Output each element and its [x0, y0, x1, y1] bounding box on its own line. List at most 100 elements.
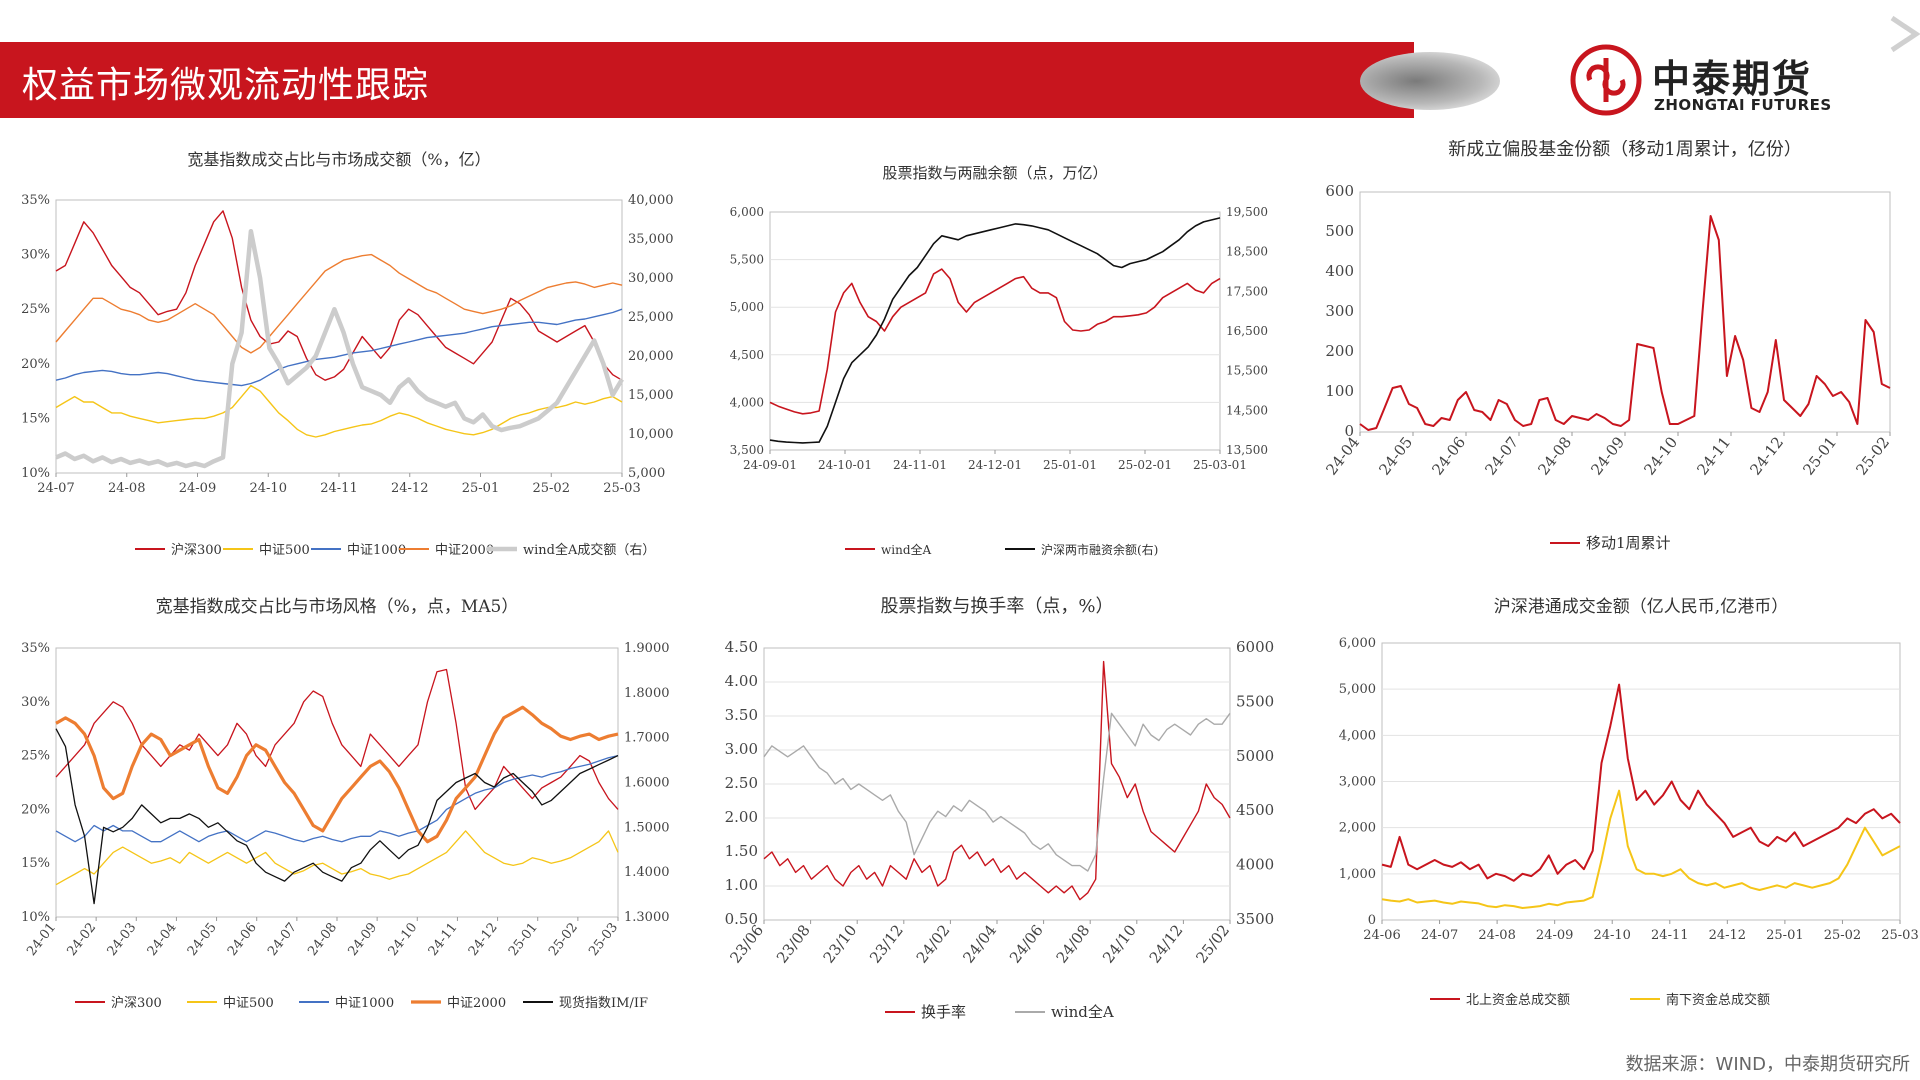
banner-shadow [1360, 52, 1500, 110]
x-tick-label: 24-01 [24, 920, 59, 959]
x-tick-label: 25-01 [1766, 928, 1803, 943]
y-left-tick-label: 15% [21, 411, 50, 426]
x-tick-label: 24-12 [1709, 928, 1746, 943]
y-right-tick-label: 10,000 [628, 427, 674, 442]
y-right-tick-label: 25,000 [628, 310, 674, 325]
data-source-note: 数据来源：WIND，中泰期货研究所 [1625, 1054, 1910, 1075]
y-left-tick-label: 500 [1325, 222, 1354, 240]
x-tick-label: 24-08 [305, 920, 340, 959]
series-line-2 [55, 830, 619, 886]
x-tick-label: 24-07 [265, 920, 300, 959]
plot-frame [55, 199, 623, 474]
zhongtai-logo-icon [1570, 44, 1642, 116]
y-left-tick-label: 1.00 [725, 876, 758, 894]
y-right-tick-label: 1.7000 [624, 731, 670, 746]
y-left-tick-label: 0 [1368, 913, 1376, 928]
series-line-1 [769, 268, 1221, 415]
y-left-tick-label: 6,000 [1339, 636, 1376, 651]
y-left-tick-label: 2,000 [1339, 821, 1376, 836]
legend-label: 南下资金总成交额 [1666, 992, 1770, 1008]
chart-title: 宽基指数成交占比与市场风格（%，点，MA5） [156, 597, 519, 617]
legend-label: 中证500 [259, 543, 310, 558]
page-title: 权益市场微观流动性跟踪 [22, 65, 430, 106]
x-tick-label: 25-02 [546, 920, 581, 959]
x-tick-label: 24/02 [913, 921, 954, 966]
x-tick-label: 24-06 [1428, 433, 1469, 478]
x-tick-label: 25-02-01 [1118, 458, 1172, 472]
legend-label: 中证2000 [435, 543, 494, 558]
x-tick-label: 25-01-01 [1043, 458, 1097, 472]
y-left-tick-label: 4,500 [730, 348, 764, 362]
series-line-5 [55, 228, 624, 469]
y-right-tick-label: 1.4000 [624, 865, 670, 880]
y-left-tick-label: 200 [1325, 342, 1354, 360]
x-tick-label: 24-10 [1593, 928, 1630, 943]
chart-title: 新成立偏股基金份额（移动1周累计，亿份） [1448, 140, 1801, 160]
chart-svg: 股票指数与两融余额（点，万亿） 3,500 4,000 4,500 5,000 5,500… [730, 164, 1268, 557]
y-left-tick-label: 35% [21, 641, 50, 656]
series-line-4 [55, 253, 623, 354]
corner-decoration-icon [1890, 15, 1920, 53]
y-right-tick-label: 40,000 [628, 193, 674, 208]
x-tick-label: 23/10 [820, 921, 861, 966]
x-tick-label: 25-02 [1824, 928, 1861, 943]
y-right-tick-label: 20,000 [628, 349, 674, 364]
x-tick-label: 24-07 [37, 481, 74, 496]
chart-svg: 宽基指数成交占比与市场成交额（%，亿） 10% 15% 20% 25% 30% 35% 5,0… [21, 150, 674, 558]
y-left-tick-label: 5,000 [1339, 682, 1376, 697]
y-right-tick-label: 19,500 [1226, 205, 1268, 219]
y-right-tick-label: 13,500 [1226, 443, 1268, 457]
plot-frame [769, 211, 1221, 451]
y-left-tick-label: 25% [21, 302, 50, 317]
legend-label: wind全A [881, 542, 932, 557]
x-tick-label: 24/08 [1053, 921, 1094, 966]
header-banner [0, 42, 1414, 118]
y-left-tick-label: 15% [21, 856, 50, 871]
x-tick-label: 25-02 [1852, 433, 1893, 478]
x-tick-label: 24-11 [320, 481, 357, 496]
x-tick-label: 24-06 [1363, 928, 1400, 943]
y-left-tick-label: 30% [21, 695, 50, 710]
y-left-tick-label: 2.00 [725, 808, 758, 826]
y-left-tick-label: 6,000 [730, 205, 764, 219]
y-left-tick-label: 4.50 [725, 638, 758, 656]
chart-title: 宽基指数成交占比与市场成交额（%，亿） [187, 150, 490, 169]
y-left-tick-label: 0.50 [725, 910, 758, 928]
y-right-tick-label: 1.9000 [624, 641, 670, 656]
series-line-2 [55, 384, 623, 438]
y-left-tick-label: 4,000 [730, 395, 764, 409]
x-tick-label: 24-12 [391, 481, 428, 496]
x-tick-label: 24-02 [64, 920, 99, 959]
y-left-tick-label: 25% [21, 749, 50, 764]
chart-index-margin-balance: 股票指数与两融余额（点，万亿） 3,500 4,000 4,500 5,000 5,500… [700, 140, 1290, 570]
x-tick-label: 24-10 [1640, 433, 1681, 478]
logo-text-en: ZHONGTAI FUTURES [1654, 96, 1832, 114]
legend-label: 沪深300 [111, 995, 162, 1011]
y-left-tick-label: 0 [1344, 422, 1354, 440]
y-left-tick-label: 30% [21, 248, 50, 263]
logo-text-cn: 中泰期货 [1652, 57, 1813, 101]
x-tick-label: 24/06 [1006, 921, 1047, 966]
x-tick-label: 24-12 [466, 920, 501, 959]
x-tick-label: 24-06 [225, 920, 260, 959]
y-left-tick-label: 5,500 [730, 253, 764, 267]
x-tick-label: 25-01 [1799, 433, 1840, 478]
series-line-2 [769, 217, 1221, 444]
y-left-tick-label: 3,500 [730, 443, 764, 457]
x-tick-label: 24-10 [250, 481, 287, 496]
series-line-1 [1381, 683, 1901, 882]
y-right-tick-label: 16,500 [1226, 324, 1268, 338]
chart-index-style: 宽基指数成交占比与市场风格（%，点，MA5） 10% 15% 20% 25% 30% 35%… [0, 590, 690, 1030]
chart-title: 沪深港通成交金额（亿人民币,亿港币） [1494, 597, 1788, 617]
chart-title: 股票指数与换手率（点，%） [880, 596, 1113, 617]
y-right-tick-label: 1.6000 [624, 776, 670, 791]
series-line-4 [55, 705, 619, 844]
legend-label: 现货指数IM/IF [559, 995, 648, 1011]
series-line-5 [55, 728, 619, 905]
y-left-tick-label: 10% [21, 910, 50, 925]
y-left-tick-label: 4.00 [725, 672, 758, 690]
x-tick-label: 24-12-01 [968, 458, 1022, 472]
series-line-3 [55, 754, 619, 843]
x-tick-label: 25-03 [603, 481, 640, 496]
x-tick-label: 24-10-01 [818, 458, 872, 472]
